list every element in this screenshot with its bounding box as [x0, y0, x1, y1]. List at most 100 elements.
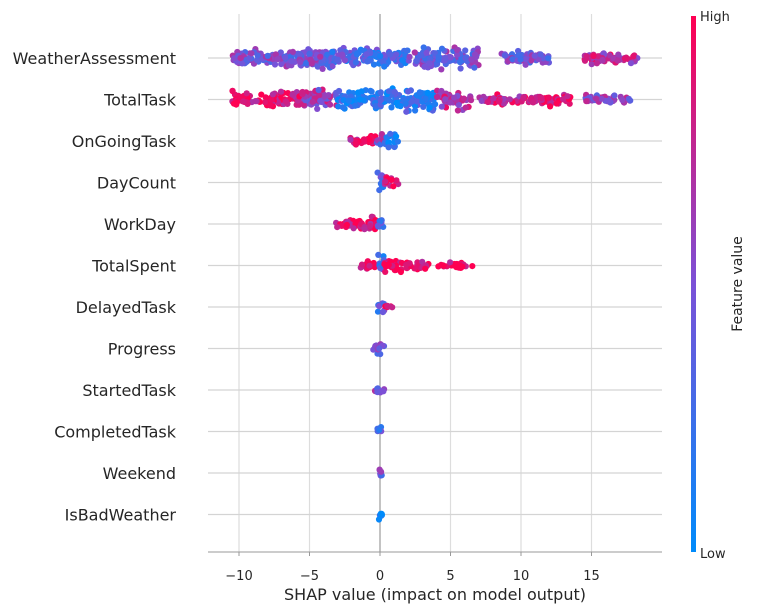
- shap-point: [583, 53, 590, 60]
- shap-point: [547, 103, 554, 110]
- shap-point: [360, 136, 368, 143]
- shap-point: [376, 303, 383, 310]
- shap-point: [522, 61, 529, 68]
- shap-point: [366, 136, 373, 143]
- colorbar-low-label: Low: [700, 547, 726, 562]
- shap-point: [358, 88, 365, 95]
- shap-point: [296, 51, 303, 59]
- shap-point: [442, 96, 449, 103]
- colorbar-title: Feature value: [730, 236, 746, 332]
- shap-point: [426, 60, 433, 67]
- shap-point: [453, 260, 460, 268]
- shap-point: [288, 58, 295, 65]
- shap-point: [335, 87, 343, 95]
- shap-point: [267, 102, 274, 109]
- shap-point: [394, 138, 401, 145]
- shap-point: [384, 302, 391, 310]
- shap-point: [397, 268, 404, 276]
- shap-point: [538, 94, 545, 101]
- shap-point: [284, 90, 291, 97]
- shap-point: [545, 94, 552, 101]
- shap-point: [350, 225, 357, 232]
- shap-point: [240, 98, 247, 105]
- shap-point: [621, 55, 629, 62]
- feature-label: TotalSpent: [91, 257, 176, 276]
- shap-point: [424, 90, 431, 97]
- shap-point: [435, 53, 442, 60]
- shap-point: [416, 89, 423, 96]
- shap-point: [393, 133, 400, 140]
- shap-point: [438, 45, 446, 52]
- shap-point: [588, 61, 595, 68]
- x-axis: −10 −5 0 5 10 15: [208, 551, 662, 584]
- shap-point: [403, 108, 410, 115]
- shap-point: [364, 58, 371, 65]
- shap-point: [367, 222, 374, 230]
- shap-point: [340, 97, 347, 104]
- shap-point: [442, 54, 449, 61]
- shap-point: [366, 262, 373, 269]
- shap-point: [271, 61, 279, 68]
- shap-point: [471, 64, 478, 71]
- shap-point: [353, 51, 360, 58]
- shap-point: [385, 261, 392, 269]
- shap-point: [361, 226, 368, 233]
- shap-point: [375, 516, 383, 523]
- x-tick-label: 10: [513, 569, 530, 584]
- shap-point: [299, 88, 306, 96]
- shap-point: [343, 221, 350, 228]
- shap-point: [432, 101, 439, 108]
- shap-point: [447, 259, 454, 266]
- shap-point: [420, 44, 427, 51]
- shap-point: [599, 56, 606, 64]
- shap-point: [372, 102, 379, 110]
- shap-point: [382, 178, 389, 185]
- shap-point: [390, 183, 397, 190]
- shap-point: [315, 86, 322, 94]
- shap-point: [454, 51, 461, 58]
- shap-point: [387, 130, 394, 137]
- shap-point: [278, 61, 285, 68]
- feature-label: DayCount: [97, 174, 176, 193]
- feature-label: OnGoingTask: [72, 132, 177, 151]
- x-axis-label: SHAP value (impact on model output): [284, 585, 586, 604]
- shap-point: [248, 50, 255, 57]
- shap-point: [484, 98, 491, 106]
- shap-point: [325, 92, 332, 99]
- shap-point: [528, 57, 535, 64]
- shap-point: [370, 61, 378, 68]
- shap-point: [451, 94, 458, 101]
- shap-point: [393, 177, 400, 184]
- shap-point: [386, 51, 394, 58]
- shap-point: [374, 222, 382, 229]
- shap-point: [495, 98, 502, 105]
- shap-point: [306, 50, 313, 58]
- shap-point: [593, 95, 600, 102]
- shap-point: [374, 389, 381, 396]
- shap-point: [457, 65, 464, 72]
- shap-point: [376, 427, 383, 434]
- shap-point: [553, 100, 560, 107]
- shap-point: [402, 100, 409, 107]
- shap-point: [520, 95, 527, 102]
- shap-point: [471, 51, 478, 58]
- shap-point: [462, 47, 469, 54]
- shap-point: [583, 98, 590, 105]
- shap-point: [469, 263, 476, 270]
- shap-point: [455, 101, 462, 108]
- shap-point: [268, 97, 275, 104]
- shap-point: [522, 56, 529, 63]
- shap-point: [388, 104, 395, 111]
- shap-point: [403, 47, 410, 54]
- shap-point: [598, 95, 605, 102]
- x-tick-label: −5: [300, 569, 319, 584]
- feature-label: Progress: [108, 340, 176, 359]
- shap-point: [277, 88, 285, 95]
- shap-point: [352, 59, 360, 66]
- shap-point: [272, 51, 279, 58]
- shap-point: [564, 93, 571, 100]
- feature-label: IsBadWeather: [65, 506, 177, 525]
- colorbar-gradient: [691, 16, 696, 552]
- shap-point: [537, 51, 544, 58]
